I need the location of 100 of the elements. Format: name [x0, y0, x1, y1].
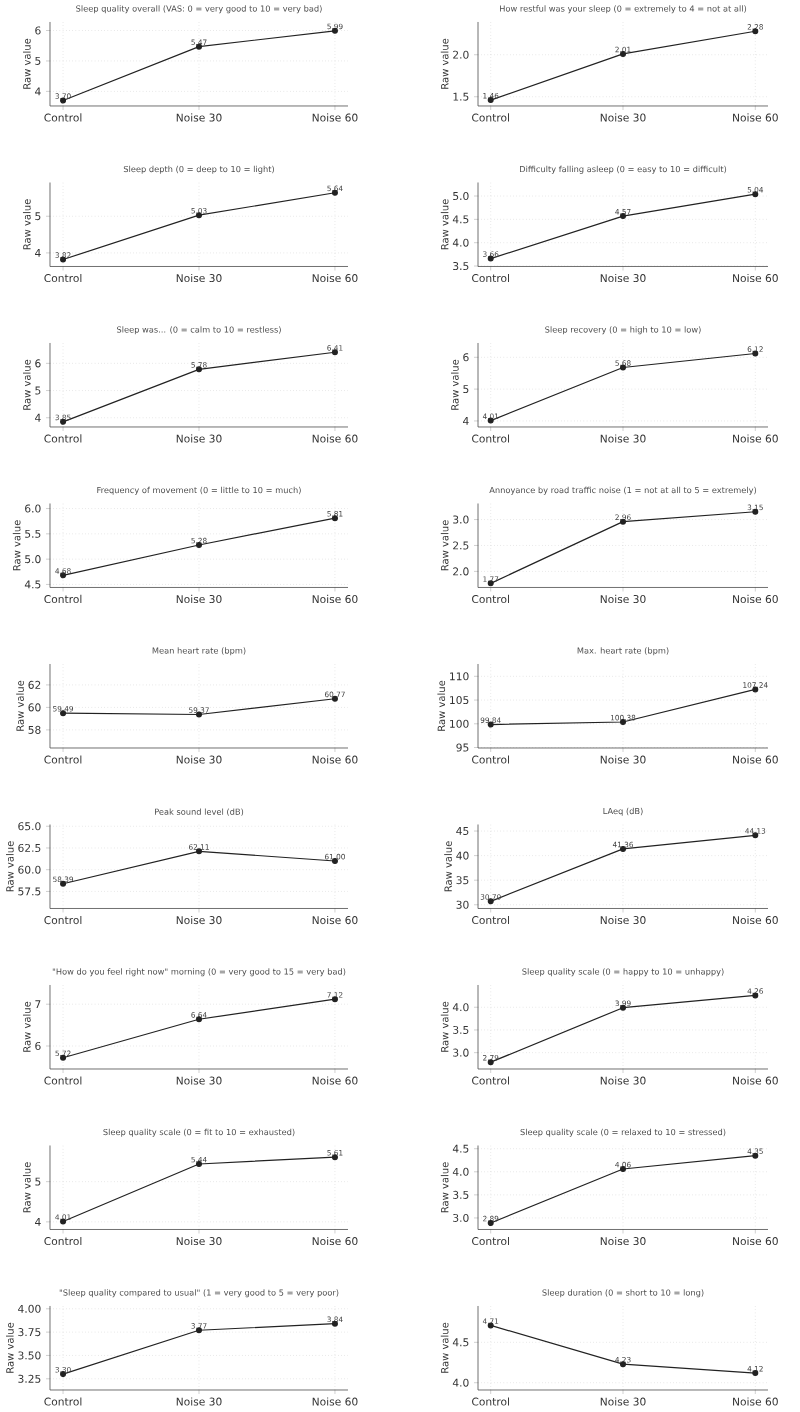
chart-title: "How do you feel right now" morning (0 = very good to 15 = very bad)	[52, 968, 346, 977]
y-tick-label: 3.25	[18, 1374, 41, 1383]
y-tick-label: 3.5	[453, 1025, 469, 1034]
y-axis-title: Raw value	[440, 1162, 449, 1213]
x-tick-label: Noise 30	[176, 1076, 222, 1085]
y-tick-label: 4	[35, 87, 41, 96]
x-tick-label: Noise 30	[600, 1397, 646, 1406]
y-axis-title: Raw value	[5, 1322, 14, 1373]
y-tick-label: 6	[35, 26, 41, 35]
y-tick-label: 5	[35, 212, 41, 221]
y-axis-title: Raw value	[440, 199, 449, 250]
y-tick-label: 4.0	[452, 1167, 469, 1176]
x-tick-label: Control	[44, 1236, 82, 1246]
x-tick-label: Noise 60	[733, 434, 778, 443]
x-tick-label: Control	[472, 1076, 509, 1085]
y-tick-label: 4.0	[452, 1003, 469, 1012]
y-tick-label: 35	[456, 876, 469, 885]
y-axis-title: Raw value	[440, 1001, 449, 1052]
chart-title: Sleep duration (0 = short to 10 = long)	[542, 1289, 704, 1298]
chart-title: "Sleep quality compared to usual" (1 = very good to 5 = very poor)	[59, 1289, 339, 1298]
y-axis-title: Raw value	[22, 1162, 31, 1213]
y-axis-title: Raw value	[12, 520, 21, 571]
y-tick-label: 4.5	[452, 215, 469, 224]
y-tick-label: 57.5	[18, 887, 41, 896]
y-tick-label: 6	[35, 1041, 41, 1051]
chart-title: Sleep was... (0 = calm to 10 = restless)	[117, 326, 281, 335]
x-tick-label: Control	[472, 113, 509, 122]
y-tick-label: 5	[35, 386, 41, 395]
y-tick-label: 45	[456, 827, 469, 835]
x-tick-label: Noise 30	[600, 1236, 646, 1246]
y-tick-label: 4	[35, 1217, 41, 1226]
y-tick-label: 60.0	[18, 865, 41, 874]
y-tick-label: 3.0	[453, 1213, 469, 1222]
x-tick-label: Noise 30	[176, 113, 222, 122]
y-tick-label: 6.0	[25, 504, 41, 513]
x-tick-label: Noise 30	[176, 755, 222, 764]
y-tick-label: 110	[450, 672, 469, 681]
y-tick-label: 40	[456, 851, 469, 860]
x-tick-label: Control	[44, 1076, 82, 1085]
y-axis-title: Raw value	[16, 680, 24, 731]
x-tick-label: Noise 30	[600, 113, 646, 122]
x-tick-label: Noise 60	[733, 273, 778, 283]
y-tick-label: 2.5	[453, 541, 469, 550]
x-tick-label: Control	[472, 434, 509, 443]
x-tick-label: Noise 60	[733, 594, 778, 604]
y-tick-label: 4.5	[452, 1338, 469, 1347]
chart-title: Sleep quality overall (VAS: 0 = very good to 10 = very bad)	[76, 5, 322, 14]
chart-title: Mean heart rate (bpm)	[152, 647, 246, 656]
y-tick-label: 5	[35, 1177, 41, 1186]
y-axis-title: Raw value	[440, 38, 449, 89]
y-tick-label: 2.0	[453, 50, 469, 59]
y-axis-title: Raw value	[22, 199, 31, 250]
x-tick-label: Noise 30	[600, 273, 646, 283]
x-tick-label: Noise 60	[733, 915, 778, 925]
y-tick-label: 62	[28, 680, 41, 689]
y-tick-label: 4.0	[452, 238, 469, 247]
x-tick-label: Noise 60	[733, 755, 778, 764]
y-tick-label: 4.5	[24, 580, 41, 589]
x-tick-label: Noise 60	[312, 273, 358, 283]
x-tick-label: Noise 60	[733, 1397, 778, 1406]
y-tick-label: 58	[28, 725, 41, 734]
x-tick-label: Noise 60	[312, 1236, 358, 1246]
y-tick-label: 4	[35, 413, 41, 422]
chart-title: Sleep recovery (0 = high to 10 = low)	[545, 326, 701, 335]
x-tick-label: Control	[44, 113, 82, 122]
y-tick-label: 3.5	[453, 261, 469, 271]
x-tick-label: Noise 30	[176, 273, 222, 283]
y-tick-label: 7	[35, 1000, 41, 1009]
y-axis-title: Raw value	[437, 680, 446, 731]
x-tick-label: Noise 30	[600, 594, 646, 604]
y-tick-label: 6	[463, 353, 469, 362]
x-tick-label: Control	[44, 755, 82, 764]
y-tick-label: 60	[28, 703, 41, 712]
y-tick-label: 4.0	[452, 1378, 469, 1387]
x-tick-label: Noise 60	[312, 1076, 358, 1085]
x-tick-label: Noise 30	[600, 755, 646, 764]
y-tick-label: 5.0	[453, 191, 469, 201]
x-tick-label: Noise 60	[312, 113, 358, 122]
chart-title: Max. heart rate (bpm)	[577, 647, 669, 656]
x-tick-label: Noise 30	[176, 594, 222, 604]
x-tick-label: Control	[472, 915, 509, 925]
x-tick-label: Noise 30	[176, 915, 222, 925]
y-tick-label: 3.50	[18, 1351, 41, 1360]
x-tick-label: Noise 60	[733, 1236, 778, 1246]
x-tick-label: Control	[472, 1236, 509, 1246]
x-tick-label: Control	[44, 1397, 82, 1406]
y-tick-label: 5.0	[25, 555, 41, 564]
x-tick-label: Noise 60	[312, 434, 358, 443]
chart-title: Sleep quality scale (0 = happy to 10 = unhappy)	[522, 968, 724, 977]
chart-title: How restful was your sleep (0 = extremely to 4 = not at all)	[500, 5, 747, 14]
x-tick-label: Noise 30	[176, 434, 222, 443]
x-tick-label: Control	[472, 273, 509, 283]
x-tick-label: Control	[472, 1397, 509, 1406]
y-tick-label: 95	[456, 743, 469, 752]
y-tick-label: 62.5	[18, 843, 41, 853]
y-axis-title: Raw value	[22, 359, 31, 410]
x-tick-label: Noise 30	[176, 1397, 222, 1406]
x-tick-label: Control	[44, 434, 82, 443]
y-axis-title: Raw value	[440, 1322, 449, 1373]
x-tick-label: Noise 60	[733, 1076, 778, 1085]
